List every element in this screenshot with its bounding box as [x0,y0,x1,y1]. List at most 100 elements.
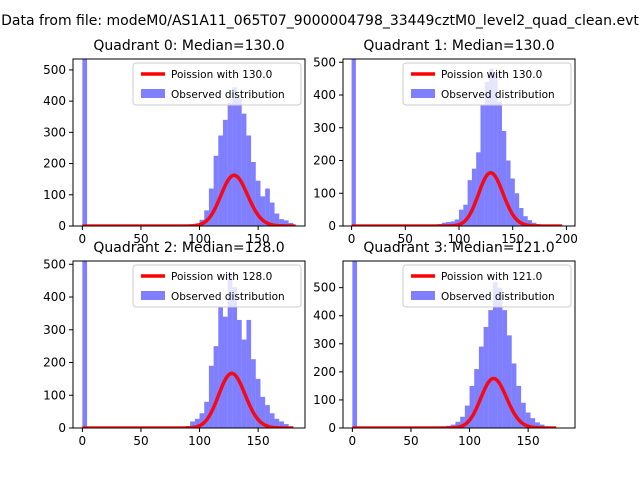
legend-hist-label: Observed distribution [171,89,285,101]
histogram-bar [241,339,247,428]
histogram-bar [237,319,242,428]
y-tick-label: 500 [43,257,66,271]
histogram-bar [460,416,465,428]
histogram-bar [204,401,209,428]
histogram-bar [260,396,266,428]
histogram-bar [480,104,485,226]
histogram-bar [222,316,228,428]
figure-suptitle: Data from file: modeM0/AS1A11_065T07_900… [1,13,639,29]
histogram-bar [459,209,464,226]
histogram-bar [279,421,284,428]
x-tick-label: 0 [79,434,87,448]
histogram-bar [246,135,252,226]
histogram-bar [251,162,256,226]
subplot-quadrant-3: 0 50 100 150 0 100 200 300 400 500 Quadrant 3: Med… [313,240,576,448]
histogram-bar [476,152,481,226]
histogram-bar [492,282,498,428]
histogram-bar [232,287,238,428]
histogram-bar [507,335,512,428]
histogram-bar [237,98,242,226]
x-tick-label: 0 [348,232,356,246]
histogram-bar [523,216,528,226]
histogram-bar [241,113,247,226]
x-tick-label: 50 [403,434,418,448]
poisson-fit-line [350,171,563,226]
histogram-bar [514,193,520,226]
plot-area [81,59,297,226]
y-tick-label: 100 [313,186,336,200]
y-tick-label: 400 [43,290,66,304]
y-tick-label: 100 [43,188,66,202]
x-tick-label: 0 [349,434,357,448]
histogram-bar [493,73,498,226]
y-tick-label: 500 [313,281,336,295]
axes-frame [342,260,576,429]
histogram-bar [483,326,489,428]
histogram-bar [463,204,468,226]
histogram-bar [213,346,219,428]
histogram-bar [255,378,261,428]
histogram-bar [232,87,238,226]
legend-hist-swatch [411,291,435,300]
legend-fit-label: Poission with 130.0 [441,69,542,81]
y-tick-label: 100 [313,393,336,407]
histogram-bar [204,210,209,226]
histogram-bar [82,261,88,428]
y-tick-label: 200 [313,154,336,168]
histogram-bar [497,287,503,428]
x-tick-label: 100 [188,232,211,246]
histogram-bar [497,101,502,226]
histogram-bar [516,385,522,428]
histogram-bar [213,155,219,226]
y-tick-label: 0 [58,219,66,233]
subplot-title: Quadrant 3: Median=121.0 [363,240,554,256]
histogram-bar [511,363,517,428]
x-tick-label: 50 [133,232,148,246]
histogram-bar [455,421,461,428]
histogram-bar [190,421,195,428]
histogram-bar [484,81,490,226]
histogram-bar [199,413,205,428]
legend-hist-label: Observed distribution [441,89,555,101]
histogram-bar [208,365,214,428]
legend-hist-swatch [141,291,165,300]
histogram-bar [269,202,275,226]
x-tick-label: 50 [133,434,148,448]
histogram-bar [450,221,455,226]
x-tick-label: 150 [247,434,270,448]
histogram-bar [227,102,233,226]
histogram-bar [255,180,261,226]
x-tick-label: 100 [448,232,471,246]
histogram-bar [274,213,280,226]
y-tick-label: 400 [313,309,336,323]
histogram-bar [218,306,223,428]
x-tick-label: 0 [79,232,87,246]
y-tick-label: 500 [43,63,66,77]
legend-fit-label: Poission with 130.0 [171,69,272,81]
histogram-bar [506,160,511,226]
axes-frame [72,260,306,429]
legend-box [402,62,572,106]
legend: Poission with 130.0 Observed distribution [132,62,302,106]
histogram-bar [246,319,252,428]
histogram-bar [283,220,289,226]
histogram-bar [283,424,289,428]
histogram-bar [265,405,270,428]
y-tick-label: 400 [43,94,66,108]
histogram-bar [474,369,479,428]
y-tick-label: 0 [58,421,66,435]
histogram-bar [510,178,515,226]
histogram-bar [208,188,214,226]
subplot-title: Quadrant 0: Median=130.0 [93,38,284,54]
histogram-bar [478,346,484,428]
x-tick-label: 100 [188,434,211,448]
histogram-bar [471,168,477,226]
x-tick-label: 100 [458,434,481,448]
histogram-bar [519,207,524,226]
histogram-bar [469,385,475,428]
histogram-bar [251,359,256,428]
y-tick-label: 200 [313,365,336,379]
subplot-quadrant-0: 0 50 100 150 0 100 200 300 400 500 Quadrant 0: Med… [43,38,306,246]
histogram-bar [527,220,533,226]
